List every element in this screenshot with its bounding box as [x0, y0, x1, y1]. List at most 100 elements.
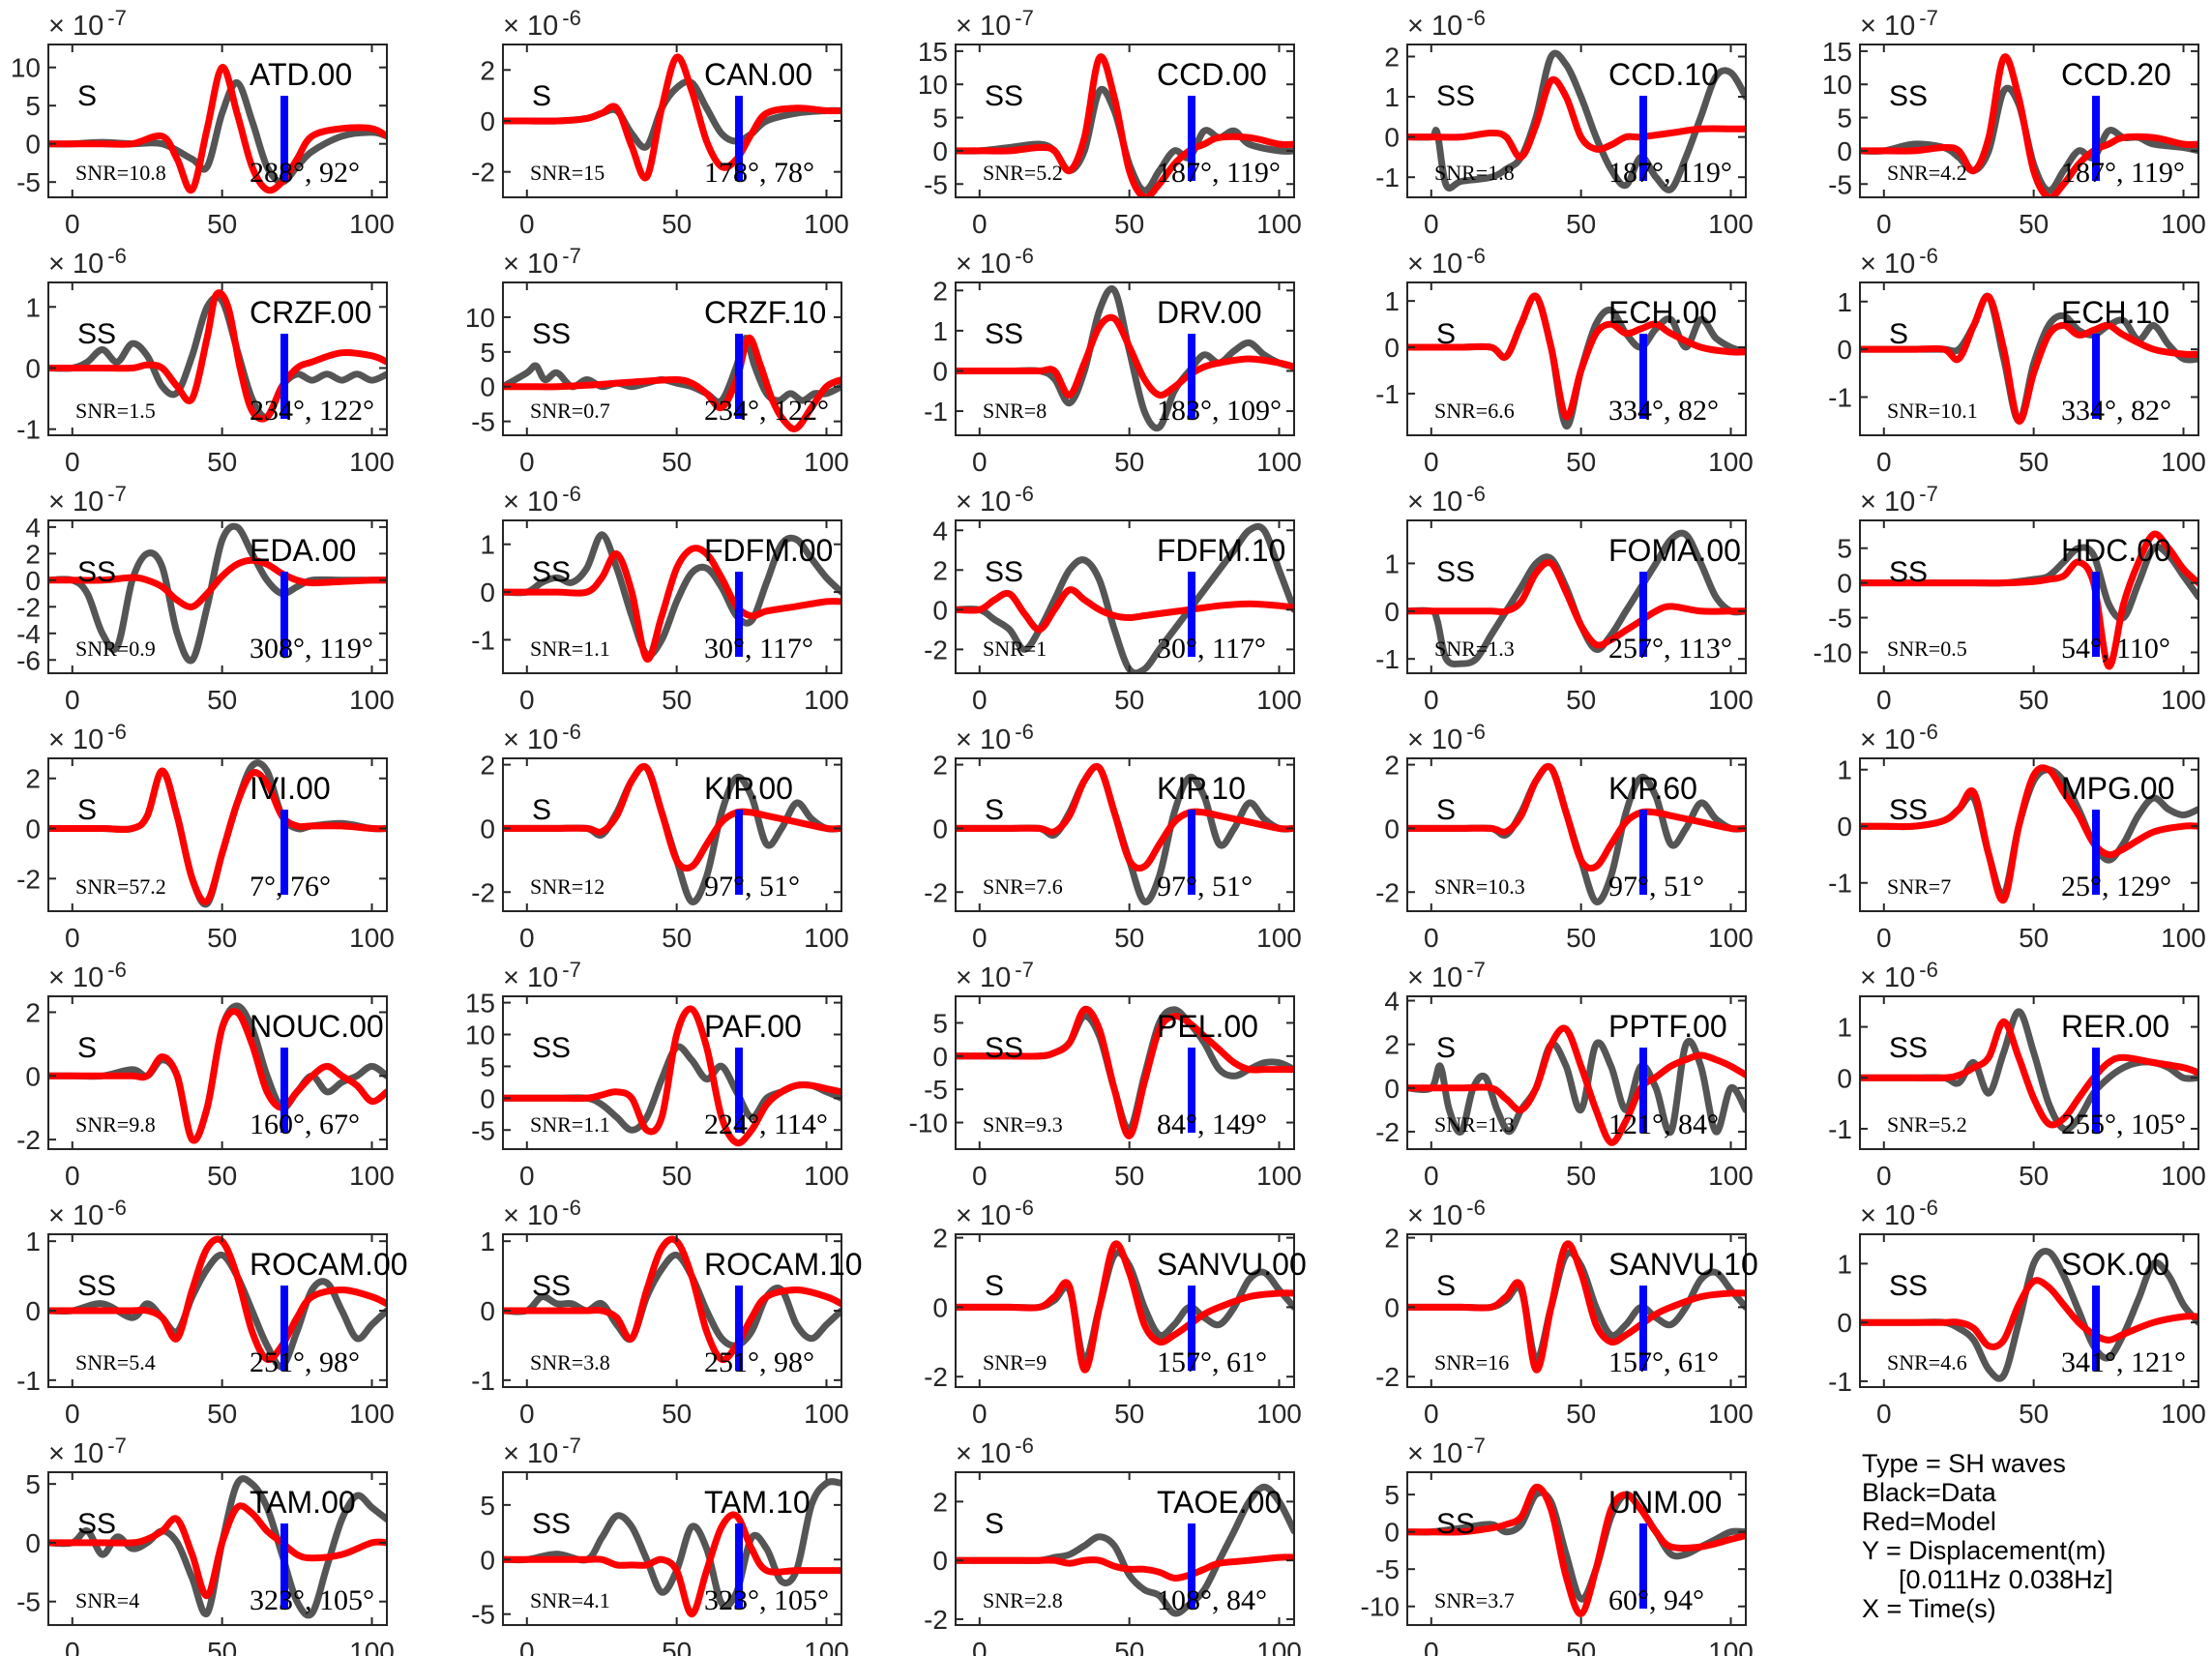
x-tick-label: 50: [1566, 209, 1596, 239]
y-tick-label: -5: [924, 1075, 948, 1105]
y-tick-label: 5: [25, 1469, 41, 1499]
time-window-marker: [2092, 334, 2100, 419]
wave-type-label: S: [985, 1270, 1004, 1302]
snr-label: SNR=3.8: [530, 1350, 610, 1375]
wave-type-label: SS: [985, 556, 1023, 588]
time-window-marker: [280, 1048, 288, 1133]
y-tick-label: -2: [471, 158, 495, 188]
y-tick-label: 2: [932, 555, 948, 585]
station-label: RER.00: [2061, 1009, 2169, 1044]
x-tick-label: 100: [1708, 447, 1754, 477]
wave-type-label: S: [532, 80, 551, 112]
y-tick-label: -1: [1375, 379, 1400, 409]
x-tick-label: 50: [207, 447, 237, 477]
time-window-marker: [735, 1286, 743, 1371]
y-multiplier-exponent: -7: [1919, 6, 1938, 30]
panel-crzf-00: 0 50 100 -1 0 1× 10 -6 CRZF.00 SS SNR=1.5 234°, 12…: [16, 244, 395, 477]
y-multiplier-exponent: -6: [1015, 1434, 1034, 1458]
azimuth-angle-label: 84°, 149°: [1157, 1109, 1267, 1140]
x-tick-label: 50: [207, 1637, 237, 1656]
x-tick-label: 50: [207, 1399, 237, 1429]
wave-type-label: S: [1436, 794, 1456, 826]
snr-label: SNR=5.2: [1887, 1112, 1967, 1137]
panel-taoe-00: 0 50 100 -2 0 2 × 10 -6 TAOE.00 S SNR=2.8 108°, 84°: [924, 1434, 1302, 1656]
y-tick-label: 10: [465, 1020, 495, 1050]
azimuth-angle-label: 97°, 51°: [1157, 871, 1253, 902]
y-tick-label: -6: [16, 645, 41, 675]
x-tick-label: 50: [207, 1161, 237, 1191]
y-multiplier-exponent: -6: [1015, 720, 1034, 744]
panel-kip-60: 0 50 100 -2 0 2× 10 -6 KIP.60 S SNR=10.3 97°, 51°: [1375, 720, 1754, 953]
azimuth-angle-label: 308°, 119°: [250, 633, 373, 665]
axes-box: [1406, 757, 1747, 912]
y-multiplier-exponent: -6: [1466, 244, 1486, 268]
y-tick-label: -5: [924, 169, 948, 199]
x-tick-label: 0: [519, 447, 535, 477]
y-tick-label: -1: [1375, 644, 1400, 674]
y-tick-label: 2: [480, 751, 495, 781]
time-window-marker: [1639, 96, 1647, 181]
y-multiplier-exponent: -7: [1466, 1434, 1486, 1458]
y-multiplier: × 10 -6: [1407, 1196, 1486, 1231]
data-trace: [1407, 1037, 1746, 1137]
wave-type-label: SS: [532, 1270, 571, 1302]
model-trace: [503, 335, 841, 432]
y-multiplier: × 10 -7: [956, 958, 1034, 993]
y-multiplier-exponent: -6: [107, 244, 127, 268]
snr-label: SNR=1.5: [75, 399, 156, 423]
time-window-marker: [1188, 334, 1195, 419]
y-tick-label: 5: [932, 104, 948, 133]
y-multiplier-exponent: -7: [1015, 6, 1034, 30]
snr-label: SNR=7.6: [983, 874, 1063, 899]
y-tick-label: -2: [924, 1362, 948, 1392]
axes-box: [47, 44, 388, 198]
x-tick-label: 100: [1256, 923, 1302, 953]
panel-fdfm-00: 0 50 100 -1 0 1 × 10 -6 FDFM.00 SS SNR=1.1 30°, 117…: [471, 482, 849, 715]
y-tick-label: 2: [1384, 42, 1400, 72]
station-label: TAM.00: [250, 1485, 356, 1520]
y-multiplier-exponent: -6: [562, 720, 581, 744]
azimuth-angle-label: 224°, 114°: [704, 1109, 828, 1140]
time-window-marker: [1639, 1286, 1647, 1371]
wave-type-label: S: [77, 80, 97, 112]
y-tick-label: -1: [16, 1366, 41, 1396]
data-trace: [503, 1478, 841, 1610]
snr-label: SNR=1.3: [1434, 636, 1515, 661]
snr-label: SNR=9: [983, 1350, 1047, 1375]
x-tick-label: 50: [662, 447, 692, 477]
azimuth-angle-label: 334°, 82°: [2061, 395, 2171, 427]
model-trace: [503, 1005, 841, 1147]
y-tick-label: 0: [480, 813, 495, 843]
station-label: CCD.10: [1608, 57, 1719, 92]
snr-label: SNR=9.3: [983, 1112, 1063, 1137]
model-trace: [48, 1008, 387, 1144]
y-tick-label: -2: [16, 592, 41, 622]
model-trace: [1860, 292, 2198, 425]
x-tick-label: 100: [804, 1399, 849, 1429]
axes-box: [47, 1471, 388, 1626]
model-trace: [1407, 75, 1746, 161]
x-tick-label: 100: [1708, 1399, 1754, 1429]
wave-type-label: SS: [1436, 80, 1475, 112]
station-label: FOMA.00: [1608, 533, 1741, 568]
axes-box: [1406, 519, 1747, 674]
y-multiplier: × 10 -6: [48, 244, 127, 280]
station-label: PAF.00: [704, 1009, 802, 1044]
wave-type-label: S: [985, 1508, 1004, 1540]
x-tick-label: 50: [2019, 685, 2049, 715]
y-multiplier-exponent: -6: [1015, 1196, 1034, 1220]
y-tick-label: -1: [16, 415, 41, 445]
azimuth-angle-label: 25°, 129°: [2061, 871, 2171, 902]
azimuth-angle-label: 60°, 94°: [1608, 1584, 1704, 1616]
station-label: KIP.60: [1608, 771, 1697, 806]
y-tick-label: 0: [932, 1042, 948, 1072]
wave-type-label: S: [1436, 1270, 1456, 1302]
legend-red: Red=Model: [1862, 1507, 1996, 1536]
x-tick-label: 100: [1708, 685, 1754, 715]
time-window-marker: [280, 572, 288, 657]
panel-mpg-00: 0 50 100 -1 0 1 × 10 -6 MPG.00 SS SNR=7 25°, 129°: [1828, 720, 2206, 953]
model-trace: [956, 586, 1294, 634]
model-trace: [48, 289, 387, 423]
y-multiplier-exponent: -7: [1015, 958, 1034, 982]
time-window-marker: [1188, 1048, 1195, 1133]
